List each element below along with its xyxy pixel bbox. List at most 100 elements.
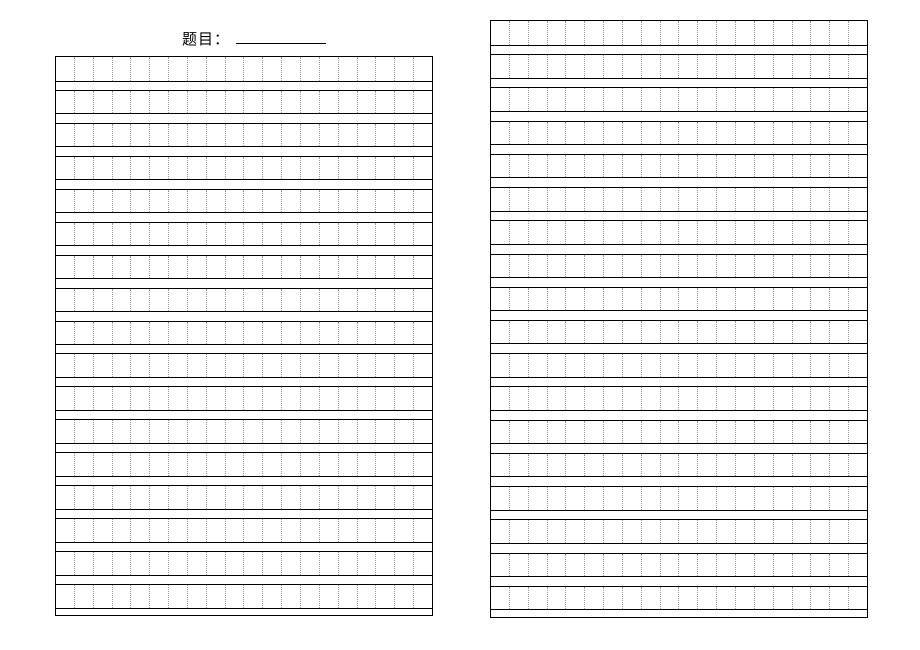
grid-cell[interactable] bbox=[339, 124, 358, 147]
grid-cell[interactable] bbox=[169, 585, 188, 608]
grid-cell[interactable] bbox=[585, 454, 604, 477]
grid-cell[interactable] bbox=[698, 288, 717, 311]
grid-row[interactable] bbox=[491, 486, 867, 510]
grid-cell[interactable] bbox=[698, 354, 717, 377]
grid-row[interactable] bbox=[56, 584, 432, 608]
grid-cell[interactable] bbox=[320, 420, 339, 443]
grid-cell[interactable] bbox=[94, 124, 113, 147]
grid-cell[interactable] bbox=[358, 552, 377, 575]
grid-cell[interactable] bbox=[774, 554, 793, 577]
grid-cell[interactable] bbox=[623, 587, 642, 610]
grid-cell[interactable] bbox=[623, 221, 642, 244]
grid-cell[interactable] bbox=[94, 354, 113, 377]
grid-cell[interactable] bbox=[548, 520, 567, 543]
grid-cell[interactable] bbox=[282, 453, 301, 476]
grid-cell[interactable] bbox=[226, 420, 245, 443]
grid-cell[interactable] bbox=[604, 288, 623, 311]
grid-cell[interactable] bbox=[376, 387, 395, 410]
grid-cell[interactable] bbox=[566, 288, 585, 311]
grid-cell[interactable] bbox=[169, 420, 188, 443]
grid-cell[interactable] bbox=[679, 288, 698, 311]
grid-cell[interactable] bbox=[226, 190, 245, 213]
grid-cell[interactable] bbox=[717, 554, 736, 577]
grid-cell[interactable] bbox=[830, 554, 849, 577]
grid-cell[interactable] bbox=[131, 289, 150, 312]
grid-cell[interactable] bbox=[244, 486, 263, 509]
grid-cell[interactable] bbox=[793, 520, 812, 543]
grid-cell[interactable] bbox=[642, 554, 661, 577]
grid-cell[interactable] bbox=[207, 256, 226, 279]
grid-cell[interactable] bbox=[661, 354, 680, 377]
grid-cell[interactable] bbox=[320, 124, 339, 147]
grid-cell[interactable] bbox=[113, 124, 132, 147]
grid-cell[interactable] bbox=[491, 221, 510, 244]
grid-cell[interactable] bbox=[358, 387, 377, 410]
grid-cell[interactable] bbox=[56, 91, 75, 114]
grid-cell[interactable] bbox=[793, 487, 812, 510]
grid-cell[interactable] bbox=[548, 55, 567, 78]
grid-row[interactable] bbox=[491, 287, 867, 311]
grid-cell[interactable] bbox=[642, 55, 661, 78]
grid-cell[interactable] bbox=[207, 190, 226, 213]
grid-cell[interactable] bbox=[491, 88, 510, 111]
grid-cell[interactable] bbox=[679, 387, 698, 410]
grid-cell[interactable] bbox=[849, 354, 867, 377]
grid-cell[interactable] bbox=[301, 354, 320, 377]
grid-cell[interactable] bbox=[661, 554, 680, 577]
grid-cell[interactable] bbox=[585, 21, 604, 45]
grid-cell[interactable] bbox=[529, 288, 548, 311]
grid-cell[interactable] bbox=[244, 453, 263, 476]
grid-cell[interactable] bbox=[414, 585, 432, 608]
grid-cell[interactable] bbox=[793, 255, 812, 278]
grid-row[interactable] bbox=[491, 586, 867, 610]
grid-cell[interactable] bbox=[529, 587, 548, 610]
grid-cell[interactable] bbox=[604, 387, 623, 410]
grid-cell[interactable] bbox=[244, 289, 263, 312]
grid-row[interactable] bbox=[56, 551, 432, 575]
grid-cell[interactable] bbox=[491, 321, 510, 344]
grid-cell[interactable] bbox=[188, 157, 207, 180]
grid-cell[interactable] bbox=[395, 322, 414, 345]
grid-cell[interactable] bbox=[131, 190, 150, 213]
grid-row[interactable] bbox=[56, 419, 432, 443]
grid-cell[interactable] bbox=[736, 487, 755, 510]
grid-cell[interactable] bbox=[566, 255, 585, 278]
grid-cell[interactable] bbox=[623, 454, 642, 477]
grid-cell[interactable] bbox=[811, 255, 830, 278]
grid-cell[interactable] bbox=[75, 256, 94, 279]
grid-cell[interactable] bbox=[150, 354, 169, 377]
grid-cell[interactable] bbox=[113, 519, 132, 542]
grid-cell[interactable] bbox=[755, 421, 774, 444]
grid-cell[interactable] bbox=[113, 552, 132, 575]
grid-cell[interactable] bbox=[811, 155, 830, 178]
grid-cell[interactable] bbox=[169, 552, 188, 575]
grid-cell[interactable] bbox=[642, 255, 661, 278]
grid-cell[interactable] bbox=[811, 554, 830, 577]
grid-cell[interactable] bbox=[339, 157, 358, 180]
grid-row[interactable] bbox=[491, 187, 867, 211]
grid-cell[interactable] bbox=[755, 321, 774, 344]
grid-cell[interactable] bbox=[736, 587, 755, 610]
grid-cell[interactable] bbox=[113, 585, 132, 608]
grid-cell[interactable] bbox=[282, 519, 301, 542]
grid-cell[interactable] bbox=[94, 519, 113, 542]
grid-cell[interactable] bbox=[56, 420, 75, 443]
grid-cell[interactable] bbox=[75, 91, 94, 114]
grid-cell[interactable] bbox=[698, 188, 717, 211]
grid-cell[interactable] bbox=[510, 321, 529, 344]
grid-cell[interactable] bbox=[510, 188, 529, 211]
grid-cell[interactable] bbox=[301, 387, 320, 410]
grid-cell[interactable] bbox=[623, 354, 642, 377]
grid-cell[interactable] bbox=[376, 322, 395, 345]
grid-cell[interactable] bbox=[811, 188, 830, 211]
grid-cell[interactable] bbox=[698, 454, 717, 477]
grid-cell[interactable] bbox=[736, 88, 755, 111]
grid-cell[interactable] bbox=[376, 157, 395, 180]
grid-cell[interactable] bbox=[585, 321, 604, 344]
grid-cell[interactable] bbox=[244, 57, 263, 81]
grid-cell[interactable] bbox=[150, 453, 169, 476]
grid-cell[interactable] bbox=[661, 255, 680, 278]
grid-cell[interactable] bbox=[510, 21, 529, 45]
grid-cell[interactable] bbox=[717, 454, 736, 477]
grid-cell[interactable] bbox=[604, 321, 623, 344]
